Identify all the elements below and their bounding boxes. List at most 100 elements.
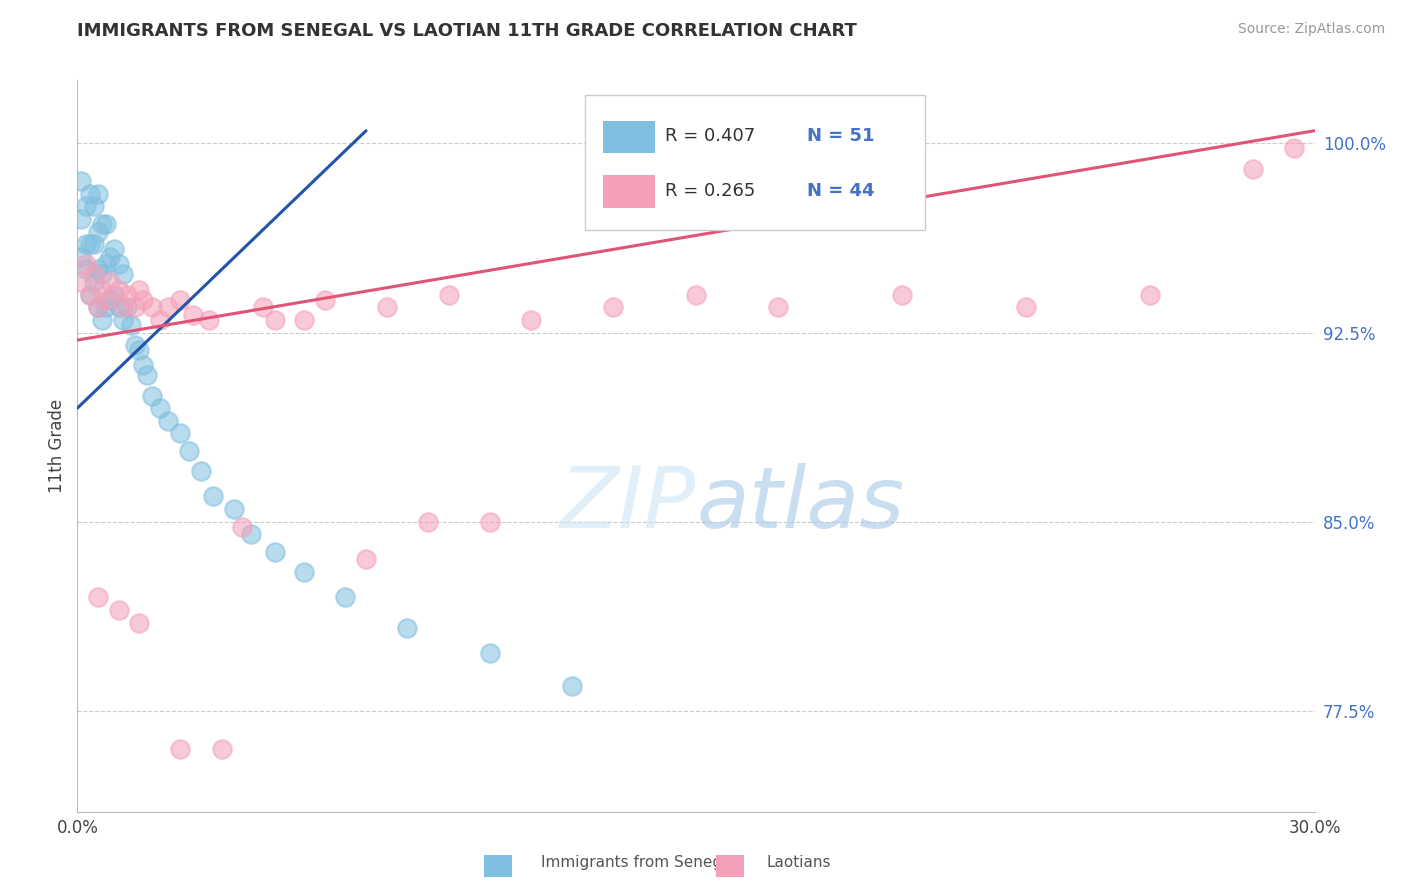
Point: [437, 287, 460, 301]
Point: [107, 300, 129, 314]
Point: [83, 199, 105, 213]
Point: [1015, 300, 1038, 314]
Point: [83, 237, 105, 252]
Point: [128, 283, 150, 297]
Text: Source: ZipAtlas.com: Source: ZipAtlas.com: [1237, 22, 1385, 37]
FancyBboxPatch shape: [603, 120, 655, 153]
Point: [181, 308, 204, 322]
Point: [111, 268, 134, 282]
Point: [70, 174, 93, 188]
Text: atlas: atlas: [696, 463, 904, 546]
Point: [211, 741, 233, 756]
Point: [111, 313, 134, 327]
Point: [375, 300, 398, 314]
Point: [96, 293, 118, 307]
Point: [252, 300, 274, 314]
Point: [96, 217, 118, 231]
Point: [314, 293, 336, 307]
Point: [98, 275, 121, 289]
Point: [87, 225, 110, 239]
Point: [70, 250, 93, 264]
Point: [87, 300, 110, 314]
Point: [1282, 141, 1305, 155]
Point: [222, 502, 245, 516]
Point: [70, 212, 93, 227]
Point: [177, 444, 200, 458]
Point: [83, 268, 105, 282]
Point: [98, 250, 121, 264]
Point: [91, 268, 114, 282]
Text: N = 44: N = 44: [807, 182, 875, 200]
Point: [416, 515, 439, 529]
Point: [264, 313, 287, 327]
Point: [478, 646, 501, 660]
Point: [602, 300, 624, 314]
Point: [478, 515, 501, 529]
Point: [79, 186, 101, 201]
Point: [103, 242, 125, 256]
Point: [75, 237, 97, 252]
Point: [120, 318, 142, 332]
Point: [1241, 161, 1264, 176]
Point: [87, 591, 110, 605]
Point: [169, 741, 191, 756]
Point: [396, 621, 419, 635]
Text: Laotians: Laotians: [766, 855, 831, 870]
Point: [128, 343, 150, 358]
FancyBboxPatch shape: [585, 95, 925, 230]
Point: [128, 615, 150, 630]
Point: [169, 293, 191, 307]
Point: [96, 300, 118, 314]
Point: [107, 257, 129, 271]
Point: [79, 237, 101, 252]
Point: [169, 426, 191, 441]
Point: [83, 275, 105, 289]
Point: [202, 490, 225, 504]
Point: [190, 464, 212, 478]
Point: [91, 283, 114, 297]
Point: [132, 359, 155, 373]
Point: [124, 338, 146, 352]
Point: [103, 287, 125, 301]
Point: [87, 186, 110, 201]
Point: [239, 527, 262, 541]
Point: [98, 293, 121, 307]
Point: [292, 313, 315, 327]
FancyBboxPatch shape: [603, 176, 655, 208]
Point: [107, 603, 129, 617]
Point: [75, 257, 97, 271]
Point: [157, 300, 180, 314]
Point: [96, 257, 118, 271]
Point: [768, 300, 790, 314]
Point: [149, 313, 172, 327]
Text: ZIP: ZIP: [560, 463, 696, 546]
Text: R = 0.407: R = 0.407: [665, 127, 755, 145]
Point: [1139, 287, 1161, 301]
Point: [91, 313, 114, 327]
Text: Immigrants from Senegal: Immigrants from Senegal: [541, 855, 737, 870]
Point: [198, 313, 221, 327]
Point: [132, 293, 155, 307]
Point: [79, 287, 101, 301]
Text: N = 51: N = 51: [807, 127, 875, 145]
Point: [891, 287, 914, 301]
Point: [561, 679, 583, 693]
Point: [107, 283, 129, 297]
Point: [141, 388, 163, 402]
Point: [136, 368, 159, 383]
Point: [111, 300, 134, 314]
Point: [70, 275, 93, 289]
Point: [141, 300, 163, 314]
Point: [520, 313, 543, 327]
Point: [335, 591, 357, 605]
Point: [264, 545, 287, 559]
Point: [87, 262, 110, 277]
Point: [685, 287, 707, 301]
Point: [87, 300, 110, 314]
Point: [75, 262, 97, 277]
Text: R = 0.265: R = 0.265: [665, 182, 755, 200]
Point: [79, 287, 101, 301]
Point: [354, 552, 377, 566]
Point: [149, 401, 172, 416]
Point: [231, 519, 253, 533]
